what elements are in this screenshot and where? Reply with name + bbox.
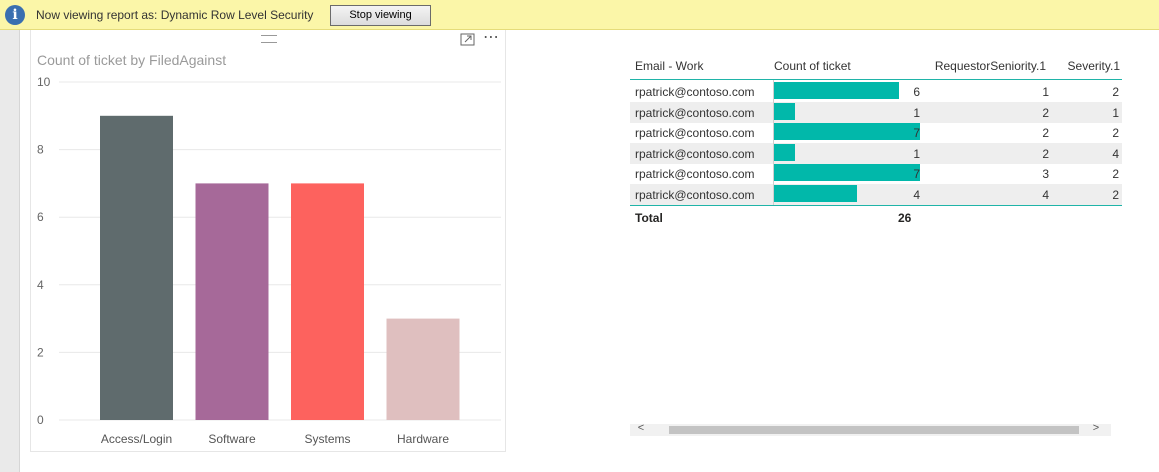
y-tick-label: 10 (37, 75, 51, 89)
seniority-cell: 2 (1042, 126, 1049, 140)
seniority-cell: 1 (1042, 85, 1049, 99)
table-row[interactable]: rpatrick@contoso.com 4 4 2 (630, 183, 1122, 205)
y-tick-label: 4 (37, 278, 44, 292)
bar-software[interactable] (195, 183, 269, 420)
total-count: 26 (898, 211, 912, 225)
table-row[interactable]: rpatrick@contoso.com 1 2 1 (630, 101, 1122, 123)
column-header-count[interactable]: Count of ticket (774, 59, 851, 73)
severity-cell: 4 (1112, 146, 1119, 161)
table-horizontal-scrollbar[interactable]: < > (630, 422, 1111, 436)
x-category-label: Hardware (397, 432, 449, 446)
count-data-bar (774, 143, 795, 161)
total-row: Total 26 (630, 205, 1122, 227)
count-cell: 7 (913, 167, 920, 181)
seniority-cell: 3 (1042, 167, 1049, 181)
table-row[interactable]: rpatrick@contoso.com 1 2 4 (630, 142, 1122, 164)
banner-text: Now viewing report as: Dynamic Row Level… (36, 8, 314, 22)
bar-chart-visual[interactable]: ⋯ Count of ticket by FiledAgainst 0 2 4 6 8 1… (30, 30, 506, 452)
ticket-table: Email - Work Count of ticket RequestorSe… (630, 52, 1122, 232)
scroll-right-icon[interactable]: > (1092, 422, 1100, 434)
column-header-severity[interactable]: Severity.1 (1067, 59, 1120, 73)
table-row[interactable]: rpatrick@contoso.com 6 1 2 (630, 81, 1122, 102)
y-tick-label: 0 (37, 413, 44, 427)
left-gutter (0, 30, 20, 472)
info-icon: i (5, 5, 25, 25)
x-category-label: Access/Login (101, 432, 172, 446)
email-cell: rpatrick@contoso.com (635, 105, 755, 120)
count-cell: 7 (913, 126, 920, 140)
severity-cell: 1 (1112, 105, 1119, 120)
rls-banner: i Now viewing report as: Dynamic Row Lev… (0, 0, 1159, 30)
total-label: Total (635, 211, 663, 225)
email-cell: rpatrick@contoso.com (635, 167, 755, 181)
severity-cell: 2 (1112, 187, 1119, 202)
count-data-bar (774, 164, 920, 181)
count-data-bar (774, 184, 858, 202)
count-cell: 4 (913, 187, 920, 202)
count-cell: 1 (913, 105, 920, 120)
x-category-label: Software (208, 432, 256, 446)
focus-mode-icon[interactable] (460, 33, 476, 47)
more-options-icon[interactable]: ⋯ (483, 29, 500, 46)
seniority-cell: 2 (1042, 146, 1049, 161)
column-separator (773, 80, 774, 205)
drag-handle-icon[interactable] (261, 35, 277, 43)
seniority-cell: 4 (1042, 187, 1049, 202)
bar-hardware[interactable] (386, 318, 460, 420)
seniority-cell: 2 (1042, 105, 1049, 120)
chart-plot: 0 2 4 6 8 10 Access/Login Software Systems Hardwa… (37, 75, 501, 446)
count-cell: 6 (913, 85, 920, 99)
email-cell: rpatrick@contoso.com (635, 146, 755, 161)
chart-title: Count of ticket by FiledAgainst (37, 52, 227, 68)
stop-viewing-button[interactable]: Stop viewing (330, 5, 431, 26)
severity-cell: 2 (1112, 85, 1119, 99)
count-cell: 1 (913, 146, 920, 161)
table-header: Email - Work Count of ticket RequestorSe… (630, 52, 1122, 80)
severity-cell: 2 (1112, 126, 1119, 140)
y-tick-label: 2 (37, 345, 44, 359)
y-tick-label: 8 (37, 143, 44, 157)
count-data-bar (774, 123, 920, 140)
email-cell: rpatrick@contoso.com (635, 187, 755, 202)
email-cell: rpatrick@contoso.com (635, 85, 755, 99)
count-data-bar (774, 102, 795, 120)
bar-systems[interactable] (291, 183, 364, 420)
table-row[interactable]: rpatrick@contoso.com 7 2 2 (630, 122, 1122, 143)
x-category-label: Systems (304, 432, 350, 446)
severity-cell: 2 (1112, 167, 1119, 181)
scrollbar-thumb[interactable] (669, 426, 1079, 434)
bar-access-login[interactable] (100, 115, 173, 421)
y-tick-label: 6 (37, 210, 44, 224)
email-cell: rpatrick@contoso.com (635, 126, 755, 140)
column-header-email[interactable]: Email - Work (635, 59, 704, 73)
scroll-left-icon[interactable]: < (637, 422, 645, 434)
table-row[interactable]: rpatrick@contoso.com 7 3 2 (630, 163, 1122, 184)
column-header-seniority[interactable]: RequestorSeniority.1 (934, 59, 1046, 73)
count-data-bar (774, 82, 900, 99)
